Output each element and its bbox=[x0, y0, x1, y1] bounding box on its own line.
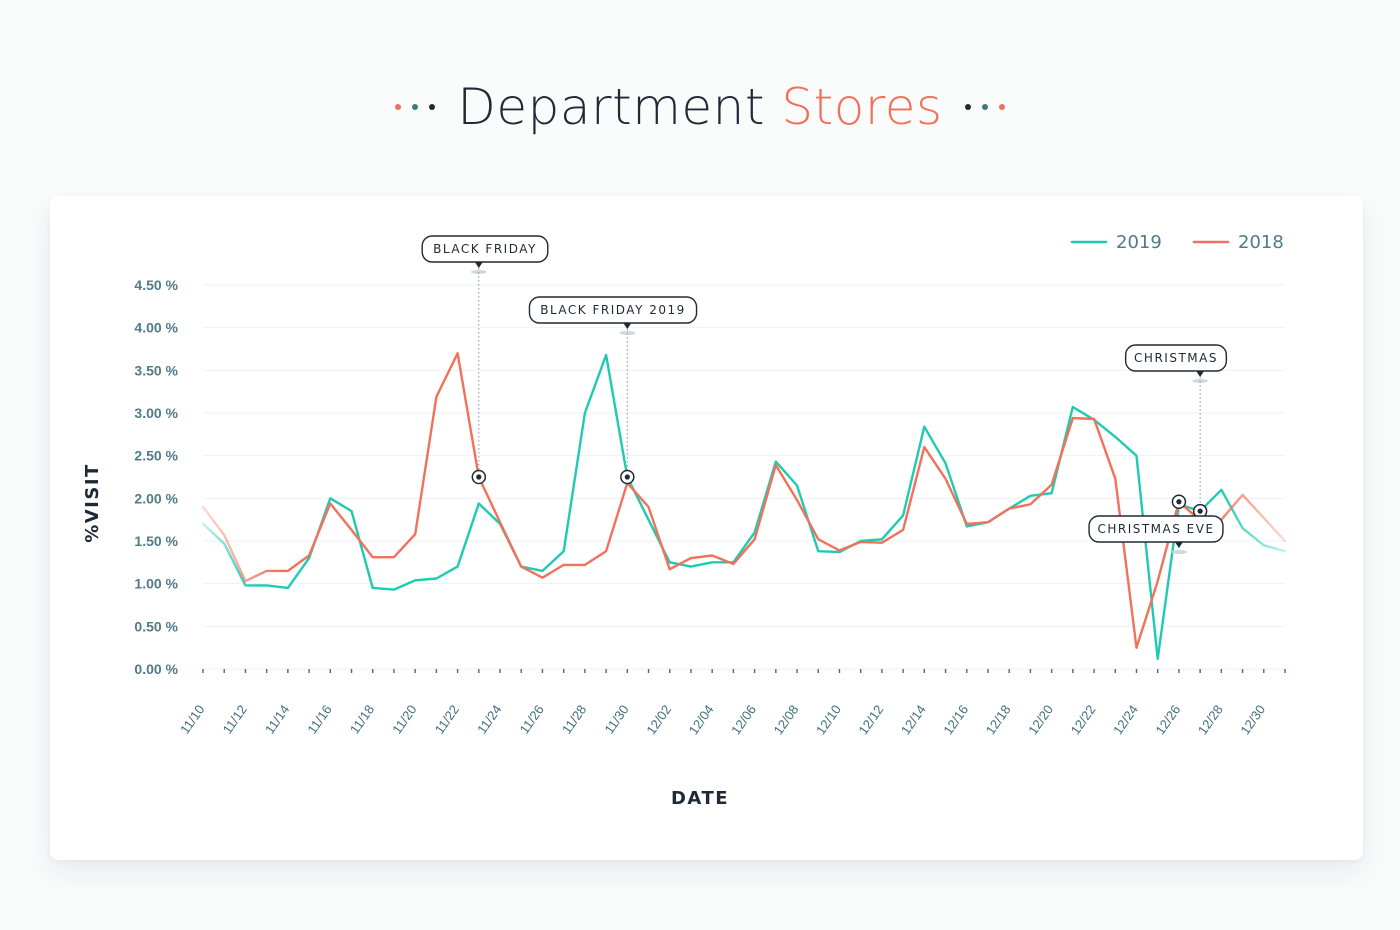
x-tick-label: 12/24 bbox=[1110, 702, 1141, 737]
dot-icon bbox=[412, 104, 419, 110]
x-tick-label: 11/20 bbox=[389, 702, 419, 736]
x-tick-label: 11/22 bbox=[432, 702, 462, 736]
annotation-shadow bbox=[1170, 550, 1187, 554]
y-axis-label: %VISIT bbox=[82, 463, 103, 543]
line-chart: 0.00 % 0.50 % 1.00 % 1.50 % 2.00 % 2.50 % 3.00… bbox=[82, 232, 1287, 809]
y-tick-label: 1.50 % bbox=[134, 533, 178, 549]
annotations: BLACK FRIDAY BLACK FRIDAY 2019 CHRISTMAS CH… bbox=[421, 235, 1228, 554]
annotation-box bbox=[1124, 344, 1228, 372]
x-tick-label: 12/20 bbox=[1025, 702, 1056, 737]
x-tick-label: 12/06 bbox=[728, 702, 759, 737]
x-axis-label: DATE bbox=[671, 788, 729, 809]
annotation-marker-dot bbox=[1197, 508, 1203, 514]
x-tick-label: 12/16 bbox=[940, 702, 971, 737]
legend: 2019 2018 bbox=[1070, 232, 1284, 253]
y-tick-label: 1.00 % bbox=[134, 576, 178, 592]
x-tick-label: 12/10 bbox=[813, 702, 844, 737]
dot-icon bbox=[395, 104, 402, 110]
series-line-2018 bbox=[201, 352, 1287, 649]
x-tick-label: 12/02 bbox=[643, 702, 674, 737]
annotation-pointer bbox=[474, 262, 483, 268]
y-axis: 0.00 % 0.50 % 1.00 % 1.50 % 2.00 % 2.50 % 3.00… bbox=[134, 277, 178, 677]
title-main: Department bbox=[457, 78, 765, 136]
annotation: BLACK FRIDAY bbox=[421, 235, 549, 485]
dot-icon bbox=[981, 104, 988, 110]
annotation: CHRISTMAS bbox=[1124, 344, 1228, 519]
x-tick-label: 11/16 bbox=[304, 702, 334, 736]
y-tick-label: 0.00 % bbox=[134, 661, 178, 677]
x-tick-label: 11/14 bbox=[262, 702, 292, 736]
annotation-marker-dot bbox=[624, 474, 630, 480]
y-tick-label: 2.50 % bbox=[134, 448, 178, 464]
annotation-label: CHRISTMAS EVE bbox=[1097, 522, 1214, 536]
x-tick-label: 12/28 bbox=[1195, 702, 1226, 737]
y-tick-label: 3.50 % bbox=[134, 362, 178, 378]
legend-label: 2018 bbox=[1238, 232, 1284, 253]
y-tick-label: 3.00 % bbox=[134, 405, 178, 421]
annotation-box bbox=[528, 296, 698, 324]
x-tick-label: 11/10 bbox=[177, 702, 207, 736]
title-accent: Stores bbox=[781, 78, 943, 136]
annotation: BLACK FRIDAY 2019 bbox=[528, 296, 698, 485]
legend-item-2018: 2018 bbox=[1192, 232, 1284, 253]
grid bbox=[203, 284, 1285, 670]
x-tick-label: 12/04 bbox=[686, 702, 717, 737]
x-tick-label: 12/30 bbox=[1237, 702, 1268, 737]
series-line-2019 bbox=[201, 353, 1287, 660]
annotation-label: BLACK FRIDAY 2019 bbox=[540, 303, 686, 317]
x-tick-label: 11/24 bbox=[474, 702, 504, 736]
annotation-pointer bbox=[1196, 371, 1205, 377]
dot-icon bbox=[429, 104, 436, 110]
annotation-marker-dot bbox=[1176, 499, 1182, 505]
x-tick-label: 12/26 bbox=[1152, 702, 1183, 737]
x-tick-label: 12/08 bbox=[771, 702, 802, 737]
x-tick-label: 11/28 bbox=[559, 702, 589, 736]
dot-icon bbox=[998, 104, 1005, 110]
title-dots-right bbox=[964, 104, 1005, 110]
y-tick-label: 4.00 % bbox=[134, 320, 178, 336]
x-tick-label: 11/18 bbox=[347, 702, 377, 736]
annotation-pointer bbox=[1174, 542, 1183, 548]
annotation-box bbox=[421, 235, 549, 263]
dot-icon bbox=[964, 104, 971, 110]
annotation-label: CHRISTMAS bbox=[1134, 351, 1218, 365]
x-tick-label: 12/12 bbox=[855, 702, 886, 737]
page-header: Department Stores bbox=[0, 62, 1400, 152]
y-tick-label: 4.50 % bbox=[134, 277, 178, 293]
series bbox=[201, 352, 1287, 660]
annotation-marker-dot bbox=[476, 474, 482, 480]
x-axis: 11/10 11/12 11/14 11/16 11/18 11/20 11/22 11/24… bbox=[177, 669, 1286, 737]
x-tick-label: 12/22 bbox=[1068, 702, 1099, 737]
y-tick-label: 2.00 % bbox=[134, 490, 178, 506]
legend-label: 2019 bbox=[1116, 232, 1162, 253]
annotation-label: BLACK FRIDAY bbox=[433, 242, 537, 256]
x-tick-label: 11/12 bbox=[219, 702, 249, 736]
y-tick-label: 0.50 % bbox=[134, 618, 178, 634]
x-tick-label: 11/30 bbox=[601, 702, 631, 736]
x-tick-label: 12/14 bbox=[898, 702, 929, 737]
legend-item-2019: 2019 bbox=[1070, 232, 1162, 253]
annotation-box bbox=[1088, 515, 1224, 543]
annotation-pointer bbox=[623, 323, 632, 329]
annotation: CHRISTMAS EVE bbox=[1088, 494, 1224, 554]
title-dots-left bbox=[395, 104, 436, 110]
x-tick-label: 11/26 bbox=[517, 702, 547, 736]
chart-card: 0.00 % 0.50 % 1.00 % 1.50 % 2.00 % 2.50 % 3.00… bbox=[50, 196, 1363, 860]
page-title: Department Stores bbox=[457, 78, 942, 136]
x-tick-label: 12/18 bbox=[983, 702, 1014, 737]
